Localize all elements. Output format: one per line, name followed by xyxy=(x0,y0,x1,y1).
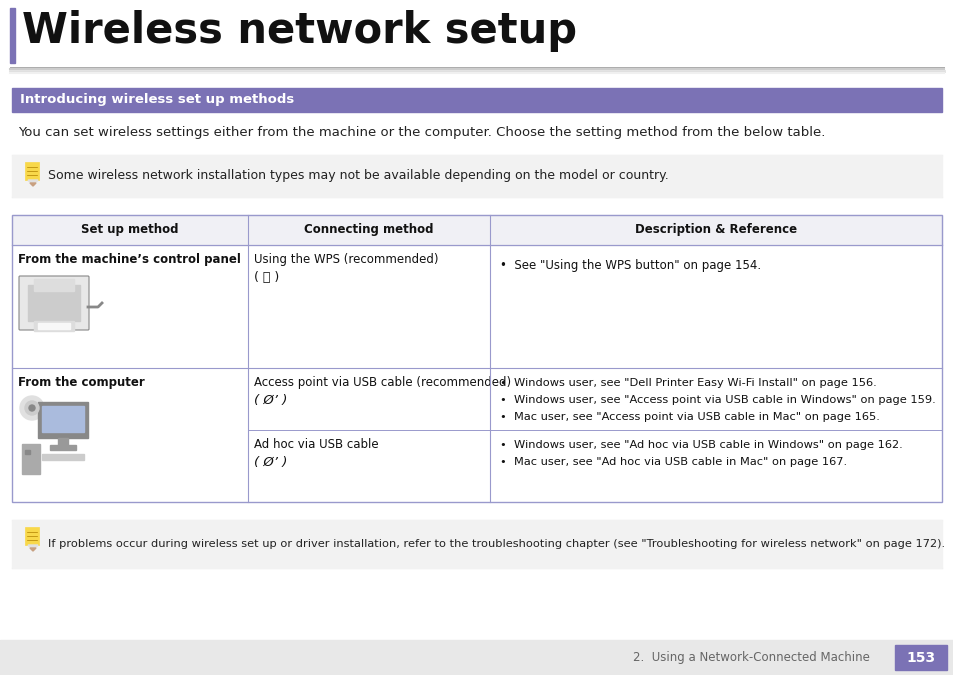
Text: Using the WPS (recommended): Using the WPS (recommended) xyxy=(253,253,438,266)
Polygon shape xyxy=(28,180,38,186)
Bar xyxy=(25,450,30,454)
Text: Introducing wireless set up methods: Introducing wireless set up methods xyxy=(20,94,294,107)
Bar xyxy=(25,162,39,180)
Circle shape xyxy=(25,401,39,415)
Bar xyxy=(12,520,941,568)
Text: Ad hoc via USB cable: Ad hoc via USB cable xyxy=(253,438,378,451)
Text: Connecting method: Connecting method xyxy=(304,223,434,236)
Bar xyxy=(12,155,941,197)
Text: •  Windows user, see "Ad hoc via USB cable in Windows" on page 162.: • Windows user, see "Ad hoc via USB cabl… xyxy=(499,440,902,450)
Text: •  Windows user, see "Dell Printer Easy Wi-Fi Install" on page 156.: • Windows user, see "Dell Printer Easy W… xyxy=(499,378,876,388)
Polygon shape xyxy=(30,183,36,186)
Text: ( Ø’ ): ( Ø’ ) xyxy=(253,394,287,407)
Text: From the computer: From the computer xyxy=(18,376,145,389)
Bar xyxy=(12,215,941,502)
Circle shape xyxy=(20,396,44,420)
Text: 2.  Using a Network-Connected Machine: 2. Using a Network-Connected Machine xyxy=(633,651,869,664)
Bar xyxy=(38,323,70,329)
Circle shape xyxy=(29,405,35,411)
Bar xyxy=(894,645,946,670)
Text: Description & Reference: Description & Reference xyxy=(635,223,796,236)
Polygon shape xyxy=(28,545,38,551)
Bar xyxy=(22,444,40,474)
Text: Wireless network setup: Wireless network setup xyxy=(22,10,577,52)
FancyBboxPatch shape xyxy=(19,276,89,330)
Bar xyxy=(34,321,74,331)
Bar xyxy=(50,445,76,450)
Bar xyxy=(25,527,39,545)
Text: ( ⓘ ): ( ⓘ ) xyxy=(253,271,279,284)
Bar xyxy=(34,279,74,291)
Bar xyxy=(58,438,68,446)
Text: ( Ø’ ): ( Ø’ ) xyxy=(253,456,287,469)
Text: •  See "Using the WPS button" on page 154.: • See "Using the WPS button" on page 154… xyxy=(499,259,760,272)
Bar xyxy=(42,406,84,432)
Text: •  Windows user, see "Access point via USB cable in Windows" on page 159.: • Windows user, see "Access point via US… xyxy=(499,395,935,405)
Bar xyxy=(12,215,941,245)
Bar xyxy=(12,88,941,112)
Text: From the machine’s control panel: From the machine’s control panel xyxy=(18,253,240,266)
Text: Access point via USB cable (recommended): Access point via USB cable (recommended) xyxy=(253,376,511,389)
Bar xyxy=(10,8,15,63)
Bar xyxy=(42,454,84,460)
Polygon shape xyxy=(30,548,36,551)
Text: •  Mac user, see "Access point via USB cable in Mac" on page 165.: • Mac user, see "Access point via USB ca… xyxy=(499,412,879,422)
Text: Some wireless network installation types may not be available depending on the m: Some wireless network installation types… xyxy=(48,169,668,182)
Text: You can set wireless settings either from the machine or the computer. Choose th: You can set wireless settings either fro… xyxy=(18,126,824,139)
Bar xyxy=(0,640,953,675)
Text: •  Mac user, see "Ad hoc via USB cable in Mac" on page 167.: • Mac user, see "Ad hoc via USB cable in… xyxy=(499,457,846,467)
Text: 153: 153 xyxy=(905,651,935,664)
Text: If problems occur during wireless set up or driver installation, refer to the tr: If problems occur during wireless set up… xyxy=(48,539,944,549)
Bar xyxy=(28,285,80,321)
Text: Set up method: Set up method xyxy=(81,223,178,236)
Bar xyxy=(38,402,88,438)
